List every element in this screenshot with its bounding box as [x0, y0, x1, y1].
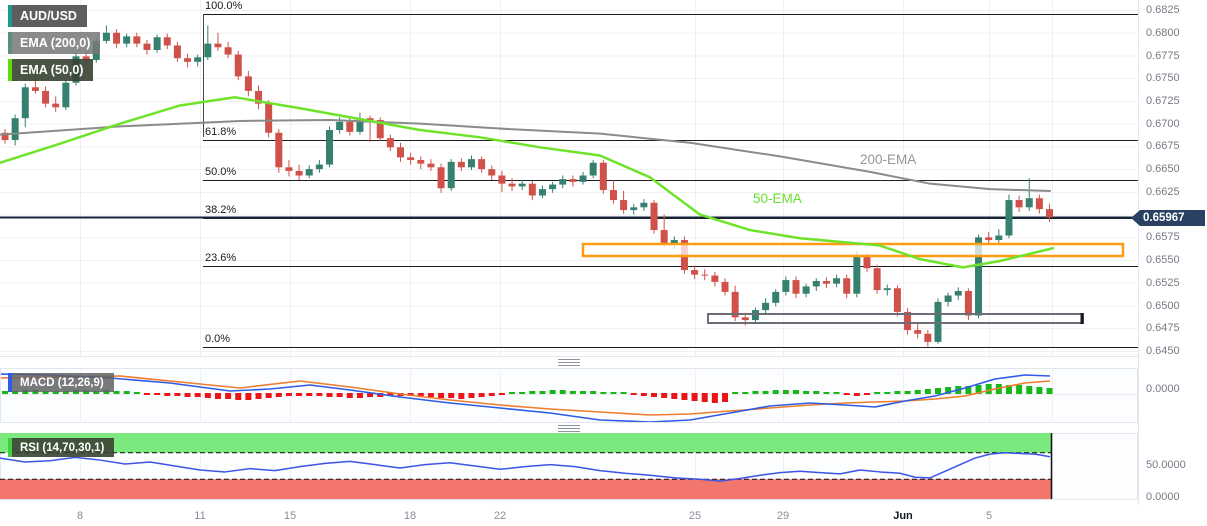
zones — [581, 242, 1125, 324]
price-tick-label: 0.6700 — [1146, 117, 1180, 130]
rsi-pane — [0, 433, 1053, 499]
last-price-tag: 0.65967 — [1131, 210, 1205, 226]
price-tick-label: 0.6525 — [1146, 276, 1180, 289]
macd-legend-badge[interactable]: MACD (12,26,9) — [8, 373, 114, 392]
ema200-legend-badge[interactable]: EMA (200,0) — [8, 32, 101, 54]
price-tick-label: 0.6800 — [1146, 26, 1180, 39]
symbol-label: AUD/USD — [20, 9, 77, 23]
time-tick-label: Jun — [893, 510, 913, 522]
time-tick-label: 18 — [403, 510, 417, 522]
price-tick-label: 0.6475 — [1146, 322, 1180, 335]
symbol-badge[interactable]: AUD/USD — [8, 5, 87, 27]
price-tick-label: 0.6750 — [1146, 72, 1180, 85]
price-tick-label: 0.6500 — [1146, 299, 1180, 312]
pane-resize-handle-rsi[interactable] — [558, 425, 580, 432]
fib-level-label: 38.2% — [205, 204, 237, 216]
time-tick-label: 11 — [194, 510, 206, 522]
macd-label: MACD (12,26,9) — [20, 376, 104, 389]
rsi-axis-label: 0.0000 — [1146, 491, 1180, 503]
candlesticks — [1, 25, 1054, 347]
ema50-annotation: 50-EMA — [753, 191, 802, 206]
rsi-legend-badge[interactable]: RSI (14,70,30,1) — [8, 438, 115, 457]
time-tick-label: 8 — [76, 510, 84, 522]
fib-level-label: 61.8% — [205, 126, 237, 138]
rsi-line — [0, 452, 1051, 482]
price-tick-label: 0.6775 — [1146, 49, 1180, 62]
rsi-axis-label: 50.0000 — [1146, 459, 1186, 471]
ema50-line — [0, 96, 1055, 269]
fib-level-label: 0.0% — [205, 333, 231, 345]
price-tick-label: 0.6575 — [1146, 231, 1180, 244]
price-tick-label: 0.6675 — [1146, 140, 1180, 153]
fib-level-label: 50.0% — [205, 166, 237, 178]
macd-axis-label: 0.0000 — [1146, 383, 1180, 395]
time-tick-label: 29 — [776, 510, 790, 522]
fibonacci-retracement — [203, 14, 1138, 348]
fib-level-label: 23.6% — [205, 252, 237, 264]
ema200-line — [0, 119, 1051, 192]
time-tick-label: 5 — [985, 510, 993, 522]
fib-level-label: 100.0% — [205, 0, 243, 12]
macd-line — [1, 373, 1051, 422]
price-tick-label: 0.6725 — [1146, 94, 1180, 107]
time-tick-label: 25 — [688, 510, 702, 522]
time-tick-label: 22 — [493, 510, 507, 522]
price-tick-label: 0.6550 — [1146, 254, 1180, 266]
time-tick-label: 15 — [283, 510, 297, 522]
ema200-annotation: 200-EMA — [860, 152, 917, 167]
pane-resize-handle-macd[interactable] — [558, 359, 580, 366]
macd-pane — [1, 373, 1137, 422]
ema200-label: EMA (200,0) — [20, 36, 91, 50]
price-tick-label: 0.6825 — [1146, 4, 1180, 16]
price-tick-label: 0.6625 — [1146, 185, 1180, 198]
price-tick-label: 0.6450 — [1146, 345, 1180, 357]
macd-signal-line — [1, 375, 1051, 416]
ema50-legend-badge[interactable]: EMA (50,0) — [8, 59, 94, 81]
price-tick-label: 0.6650 — [1146, 163, 1180, 176]
ema50-label: EMA (50,0) — [20, 63, 84, 77]
rsi-label: RSI (14,70,30,1) — [20, 441, 105, 454]
